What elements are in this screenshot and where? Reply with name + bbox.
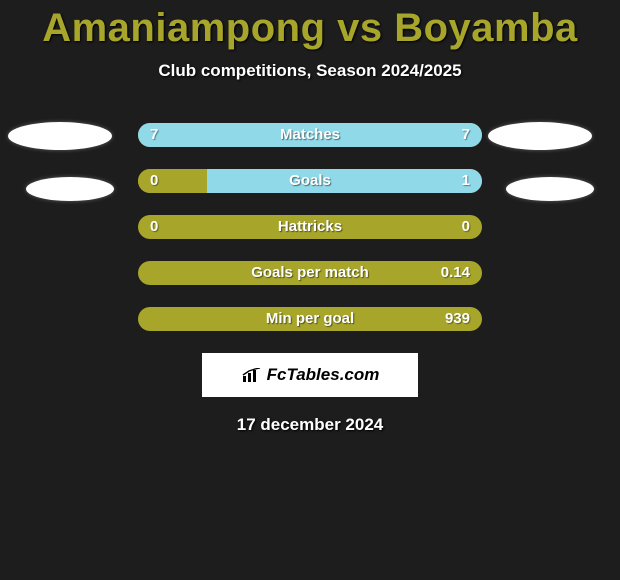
- player-ellipse: [506, 177, 594, 201]
- stat-row: 0.14Goals per match: [138, 261, 482, 285]
- page-title: Amaniampong vs Boyamba: [0, 0, 620, 51]
- stat-label: Hattricks: [138, 215, 482, 239]
- stat-label: Goals per match: [138, 261, 482, 285]
- stat-label: Min per goal: [138, 307, 482, 331]
- player-ellipse: [488, 122, 592, 150]
- player-ellipse: [26, 177, 114, 201]
- comparison-infographic: Amaniampong vs Boyamba Club competitions…: [0, 0, 620, 580]
- stat-row: 00Hattricks: [138, 215, 482, 239]
- stat-row: 77Matches: [138, 123, 482, 147]
- attribution-badge: FcTables.com: [202, 353, 418, 397]
- attribution-text: FcTables.com: [267, 365, 380, 385]
- chart-icon: [241, 368, 261, 382]
- stat-label: Matches: [138, 123, 482, 147]
- page-subtitle: Club competitions, Season 2024/2025: [0, 61, 620, 81]
- stat-rows: 77Matches 01Goals 00Hattricks 0.14Goals per…: [138, 123, 482, 331]
- attribution-inner: FcTables.com: [241, 365, 380, 385]
- stat-row: 939Min per goal: [138, 307, 482, 331]
- player-ellipse: [8, 122, 112, 150]
- stat-row: 01Goals: [138, 169, 482, 193]
- footer-date: 17 december 2024: [0, 415, 620, 435]
- chart-area: 77Matches 01Goals 00Hattricks 0.14Goals per…: [0, 123, 620, 331]
- stat-label: Goals: [138, 169, 482, 193]
